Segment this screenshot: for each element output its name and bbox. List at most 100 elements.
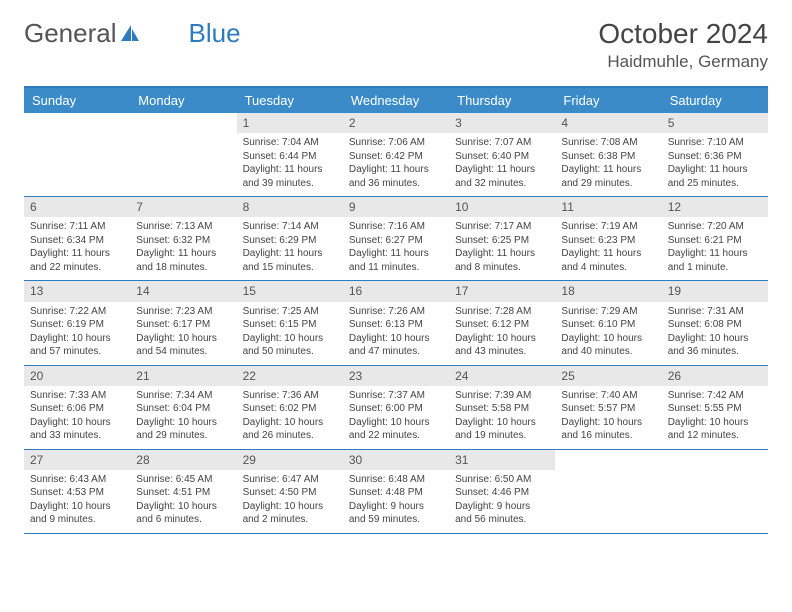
day-number: 14 [130,281,236,301]
calendar: Sunday Monday Tuesday Wednesday Thursday… [24,86,768,534]
day-details: Sunrise: 7:14 AMSunset: 6:29 PMDaylight:… [237,217,343,280]
day-number: 23 [343,366,449,386]
day-cell: 12Sunrise: 7:20 AMSunset: 6:21 PMDayligh… [662,197,768,280]
day-cell [555,450,661,533]
day-cell: 18Sunrise: 7:29 AMSunset: 6:10 PMDayligh… [555,281,661,364]
logo-sail-icon [119,23,141,45]
day-number: 7 [130,197,236,217]
day-number: 22 [237,366,343,386]
day-cell: 21Sunrise: 7:34 AMSunset: 6:04 PMDayligh… [130,366,236,449]
logo-text-general: General [24,18,117,49]
day-details: Sunrise: 7:40 AMSunset: 5:57 PMDaylight:… [555,386,661,449]
day-number: 11 [555,197,661,217]
day-cell: 11Sunrise: 7:19 AMSunset: 6:23 PMDayligh… [555,197,661,280]
day-number: 18 [555,281,661,301]
day-cell: 20Sunrise: 7:33 AMSunset: 6:06 PMDayligh… [24,366,130,449]
day-details: Sunrise: 7:31 AMSunset: 6:08 PMDaylight:… [662,302,768,365]
day-details: Sunrise: 7:28 AMSunset: 6:12 PMDaylight:… [449,302,555,365]
day-number: 3 [449,113,555,133]
day-cell: 26Sunrise: 7:42 AMSunset: 5:55 PMDayligh… [662,366,768,449]
day-cell: 17Sunrise: 7:28 AMSunset: 6:12 PMDayligh… [449,281,555,364]
day-cell: 4Sunrise: 7:08 AMSunset: 6:38 PMDaylight… [555,113,661,196]
day-cell: 6Sunrise: 7:11 AMSunset: 6:34 PMDaylight… [24,197,130,280]
day-number: 9 [343,197,449,217]
day-number: 20 [24,366,130,386]
day-number: 16 [343,281,449,301]
day-cell: 19Sunrise: 7:31 AMSunset: 6:08 PMDayligh… [662,281,768,364]
day-details: Sunrise: 6:43 AMSunset: 4:53 PMDaylight:… [24,470,130,533]
day-number: 26 [662,366,768,386]
day-cell: 9Sunrise: 7:16 AMSunset: 6:27 PMDaylight… [343,197,449,280]
week-row: 1Sunrise: 7:04 AMSunset: 6:44 PMDaylight… [24,113,768,197]
day-cell [662,450,768,533]
day-details: Sunrise: 7:06 AMSunset: 6:42 PMDaylight:… [343,133,449,196]
day-number: 30 [343,450,449,470]
day-number: 28 [130,450,236,470]
day-cell: 25Sunrise: 7:40 AMSunset: 5:57 PMDayligh… [555,366,661,449]
day-cell [130,113,236,196]
week-row: 20Sunrise: 7:33 AMSunset: 6:06 PMDayligh… [24,366,768,450]
day-number: 13 [24,281,130,301]
day-details: Sunrise: 7:23 AMSunset: 6:17 PMDaylight:… [130,302,236,365]
day-number: 27 [24,450,130,470]
day-cell: 28Sunrise: 6:45 AMSunset: 4:51 PMDayligh… [130,450,236,533]
weekday-fri: Friday [555,88,661,113]
day-number: 17 [449,281,555,301]
weekday-sat: Saturday [662,88,768,113]
day-cell: 22Sunrise: 7:36 AMSunset: 6:02 PMDayligh… [237,366,343,449]
weeks-container: 1Sunrise: 7:04 AMSunset: 6:44 PMDaylight… [24,113,768,534]
day-cell: 23Sunrise: 7:37 AMSunset: 6:00 PMDayligh… [343,366,449,449]
day-cell: 14Sunrise: 7:23 AMSunset: 6:17 PMDayligh… [130,281,236,364]
day-number: 6 [24,197,130,217]
day-details: Sunrise: 7:29 AMSunset: 6:10 PMDaylight:… [555,302,661,365]
day-details: Sunrise: 7:19 AMSunset: 6:23 PMDaylight:… [555,217,661,280]
day-details: Sunrise: 7:34 AMSunset: 6:04 PMDaylight:… [130,386,236,449]
day-details: Sunrise: 7:20 AMSunset: 6:21 PMDaylight:… [662,217,768,280]
day-cell: 13Sunrise: 7:22 AMSunset: 6:19 PMDayligh… [24,281,130,364]
day-details: Sunrise: 7:42 AMSunset: 5:55 PMDaylight:… [662,386,768,449]
day-number: 19 [662,281,768,301]
day-details: Sunrise: 7:26 AMSunset: 6:13 PMDaylight:… [343,302,449,365]
month-title: October 2024 [598,18,768,50]
day-details: Sunrise: 7:04 AMSunset: 6:44 PMDaylight:… [237,133,343,196]
day-cell: 15Sunrise: 7:25 AMSunset: 6:15 PMDayligh… [237,281,343,364]
day-cell [24,113,130,196]
day-number: 21 [130,366,236,386]
week-row: 13Sunrise: 7:22 AMSunset: 6:19 PMDayligh… [24,281,768,365]
day-details: Sunrise: 7:11 AMSunset: 6:34 PMDaylight:… [24,217,130,280]
day-details: Sunrise: 7:17 AMSunset: 6:25 PMDaylight:… [449,217,555,280]
day-details: Sunrise: 7:08 AMSunset: 6:38 PMDaylight:… [555,133,661,196]
day-cell: 8Sunrise: 7:14 AMSunset: 6:29 PMDaylight… [237,197,343,280]
day-details: Sunrise: 7:33 AMSunset: 6:06 PMDaylight:… [24,386,130,449]
day-number: 1 [237,113,343,133]
day-cell: 7Sunrise: 7:13 AMSunset: 6:32 PMDaylight… [130,197,236,280]
day-details: Sunrise: 7:16 AMSunset: 6:27 PMDaylight:… [343,217,449,280]
day-details: Sunrise: 7:36 AMSunset: 6:02 PMDaylight:… [237,386,343,449]
day-details: Sunrise: 6:47 AMSunset: 4:50 PMDaylight:… [237,470,343,533]
day-cell: 24Sunrise: 7:39 AMSunset: 5:58 PMDayligh… [449,366,555,449]
logo: General Blue [24,18,241,49]
day-cell: 2Sunrise: 7:06 AMSunset: 6:42 PMDaylight… [343,113,449,196]
day-details: Sunrise: 6:45 AMSunset: 4:51 PMDaylight:… [130,470,236,533]
day-number: 8 [237,197,343,217]
day-number: 24 [449,366,555,386]
weekday-tue: Tuesday [237,88,343,113]
day-details: Sunrise: 6:48 AMSunset: 4:48 PMDaylight:… [343,470,449,533]
day-details: Sunrise: 7:37 AMSunset: 6:00 PMDaylight:… [343,386,449,449]
week-row: 27Sunrise: 6:43 AMSunset: 4:53 PMDayligh… [24,450,768,534]
day-details: Sunrise: 7:25 AMSunset: 6:15 PMDaylight:… [237,302,343,365]
day-cell: 1Sunrise: 7:04 AMSunset: 6:44 PMDaylight… [237,113,343,196]
day-cell: 10Sunrise: 7:17 AMSunset: 6:25 PMDayligh… [449,197,555,280]
day-number: 31 [449,450,555,470]
header: General Blue October 2024 Haidmuhle, Ger… [24,18,768,72]
day-cell: 29Sunrise: 6:47 AMSunset: 4:50 PMDayligh… [237,450,343,533]
day-cell: 3Sunrise: 7:07 AMSunset: 6:40 PMDaylight… [449,113,555,196]
weekday-header: Sunday Monday Tuesday Wednesday Thursday… [24,88,768,113]
day-cell: 27Sunrise: 6:43 AMSunset: 4:53 PMDayligh… [24,450,130,533]
weekday-wed: Wednesday [343,88,449,113]
day-details: Sunrise: 7:07 AMSunset: 6:40 PMDaylight:… [449,133,555,196]
day-number: 15 [237,281,343,301]
day-details: Sunrise: 7:13 AMSunset: 6:32 PMDaylight:… [130,217,236,280]
day-details: Sunrise: 7:10 AMSunset: 6:36 PMDaylight:… [662,133,768,196]
day-cell: 30Sunrise: 6:48 AMSunset: 4:48 PMDayligh… [343,450,449,533]
